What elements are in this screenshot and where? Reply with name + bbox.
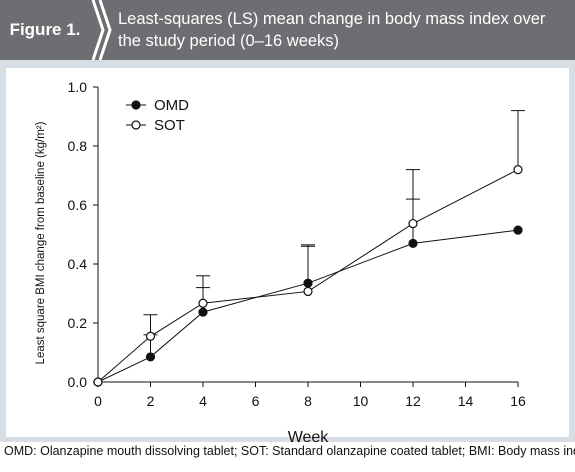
- x-tick-label: 12: [405, 393, 421, 409]
- x-tick-label: 0: [94, 393, 102, 409]
- sot-data-point: [145, 331, 156, 341]
- x-axis-title: Week: [288, 429, 330, 442]
- chevron-divider-icon: [91, 0, 112, 60]
- sot-series-line: [97, 169, 519, 383]
- y-tick-label: 0.2: [68, 315, 88, 331]
- sot-legend-marker: [131, 120, 141, 130]
- omd-legend-marker: [131, 100, 141, 110]
- x-tick-label: 16: [510, 393, 526, 409]
- x-tick-label: 8: [304, 393, 312, 409]
- x-tick-label: 6: [252, 393, 260, 409]
- x-tick-label: 2: [147, 393, 155, 409]
- sot-data-point: [93, 377, 103, 387]
- sot-data-point: [303, 286, 313, 297]
- sot-data-point: [408, 218, 418, 229]
- omd-data-point: [513, 225, 523, 235]
- footnote: OMD: Olanzapine mouth dissolving tablet;…: [4, 444, 575, 458]
- figure-label: Figure 1.: [0, 0, 90, 60]
- sot-data-point: [513, 164, 523, 175]
- omd-data-point: [408, 238, 418, 248]
- y-tick-label: 1.0: [68, 79, 88, 95]
- omd-data-point: [198, 307, 208, 317]
- omd-data-point: [303, 278, 313, 288]
- y-tick-label: 0.4: [68, 256, 88, 272]
- y-tick-label: 0.6: [68, 197, 88, 213]
- y-tick-label: 0.8: [68, 138, 88, 154]
- figure-title: Least-squares (LS) mean change in body m…: [118, 10, 546, 50]
- x-tick-label: 14: [458, 393, 474, 409]
- axes: 0 2 4 6 8 10 12 14 16 0.0 0.2 0.4 0.6 0.8 1.0: [68, 79, 526, 409]
- bmi-line-chart: 0 2 4 6 8 10 12 14 16 0.0 0.2 0.4 0.6 0.8 1.0 OMD SOT W…: [6, 68, 569, 442]
- legend: OMD SOT: [126, 97, 189, 134]
- omd-data-point: [145, 352, 156, 362]
- y-tick-label: 0.0: [68, 374, 88, 390]
- sot-data-point: [198, 298, 208, 308]
- x-tick-label: 10: [353, 393, 369, 409]
- x-tick-label: 4: [199, 393, 207, 409]
- sot-legend-label: SOT: [154, 117, 185, 134]
- omd-legend-label: OMD: [154, 97, 189, 114]
- y-axis-title: Least square BMI change from baseline (k…: [35, 121, 47, 364]
- chart-marks: [93, 110, 525, 387]
- plot-background: [6, 68, 569, 437]
